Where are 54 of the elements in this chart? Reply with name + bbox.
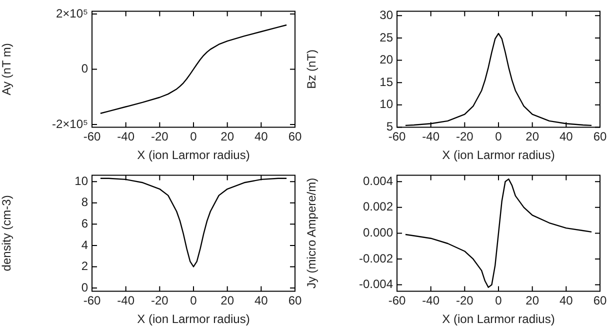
y-tick-label: 2 — [81, 259, 88, 274]
x-tick-label: -40 — [422, 130, 440, 144]
x-tick-label: -20 — [456, 130, 474, 144]
x-tick-label: 0 — [495, 130, 502, 144]
x-tick-label: -60 — [83, 130, 101, 144]
x-tick-label: 40 — [559, 294, 574, 308]
y-tick-label: 0.004 — [362, 174, 394, 188]
y-axis-title: density (cm-3) — [0, 195, 14, 272]
x-axis-title: X (ion Larmor radius) — [137, 148, 250, 162]
y-tick-label: -2×10⁵ — [52, 116, 88, 131]
y-tick-label: 4 — [81, 238, 88, 252]
x-tick-label: -60 — [83, 294, 101, 308]
x-tick-label: 60 — [288, 294, 302, 308]
y-tick-label: 6 — [81, 216, 88, 230]
x-tick-label: 0 — [190, 294, 198, 308]
y-axis-title: Ay (nT m) — [0, 43, 14, 96]
x-tick-label: -20 — [456, 294, 474, 308]
x-tick-label: 20 — [526, 294, 540, 308]
x-tick-label: -60 — [388, 294, 406, 308]
y-axis-title: Jy (micro Ampere/m) — [304, 178, 319, 289]
x-tick-label: 40 — [254, 294, 268, 308]
y-tick-label: 8 — [81, 195, 88, 210]
x-tick-label: -40 — [117, 130, 135, 144]
x-tick-label: 40 — [254, 130, 268, 144]
y-tick-label: 10 — [380, 97, 394, 112]
x-tick-label: 60 — [593, 130, 607, 144]
x-tick-label: 0 — [190, 130, 198, 144]
x-tick-label: 20 — [526, 130, 540, 144]
x-tick-label: 60 — [593, 294, 607, 308]
x-tick-label: 40 — [559, 130, 574, 144]
x-axis-title: X (ion Larmor radius) — [137, 312, 250, 326]
x-tick-label: -20 — [150, 130, 169, 144]
y-tick-label: -0.002 — [358, 251, 394, 266]
x-tick-label: 20 — [220, 294, 234, 308]
y-axis-title: Bz (nT) — [304, 50, 319, 89]
x-axis-title: X (ion Larmor radius) — [442, 148, 555, 162]
x-tick-label: -40 — [117, 294, 135, 308]
y-tick-label: 0.002 — [362, 200, 394, 214]
x-tick-label: 60 — [288, 130, 302, 144]
y-tick-label: 0 — [81, 62, 88, 76]
x-axis-title: X (ion Larmor radius) — [442, 312, 555, 326]
y-tick-label: 0 — [81, 280, 88, 294]
y-tick-label: 0.000 — [362, 226, 394, 240]
y-tick-label: 2×10⁵ — [56, 6, 88, 20]
y-tick-label: 25 — [380, 30, 394, 44]
y-tick-label: 20 — [380, 52, 394, 67]
x-tick-label: 20 — [220, 130, 234, 144]
x-tick-label: -40 — [422, 294, 440, 308]
x-tick-label: -20 — [150, 294, 169, 308]
y-tick-label: 30 — [380, 8, 394, 22]
x-tick-label: 0 — [495, 294, 502, 308]
y-tick-label: 15 — [380, 74, 394, 89]
y-tick-label: -0.004 — [358, 277, 394, 292]
y-tick-label: 10 — [74, 174, 88, 188]
